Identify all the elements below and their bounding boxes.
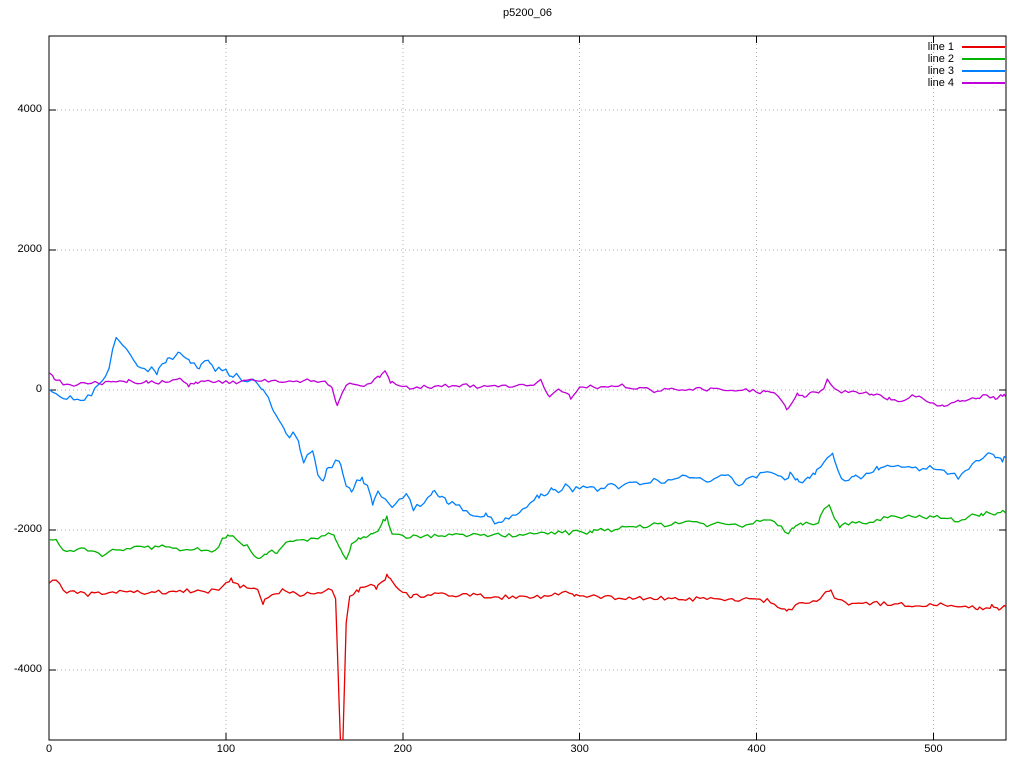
legend-label: line 3 [927,65,954,77]
legend-label: line 1 [927,41,954,53]
legend-entry: line 1 [928,41,1005,53]
x-tick-label: 200 [393,743,412,755]
legend-entry: line 4 [928,77,1005,89]
x-tick-label: 500 [924,743,943,755]
y-tick-label: -4000 [13,663,42,676]
y-tick-label: 0 [35,383,42,396]
x-tick-label: 100 [216,743,236,755]
y-tick-label: -2000 [13,523,42,536]
x-tick-label: 400 [747,743,766,755]
legend-entry: line 2 [928,53,1005,65]
x-tick-label: 300 [570,743,589,755]
y-tick-label: 2000 [17,243,42,256]
series-line-4 [49,370,1006,411]
legend-line-sample [962,82,1005,84]
plot-border [48,35,1007,741]
legend-label: line 4 [927,77,954,89]
x-tick-label: 0 [45,743,53,755]
legend-entry: line 3 [928,65,1005,77]
y-tick-label: 4000 [17,103,42,116]
series-line-1 [49,573,1006,740]
legend-label: line 2 [927,53,954,65]
legend-line-sample [962,70,1005,72]
series-line-3 [49,336,1006,525]
legend-line-sample [962,58,1005,60]
legend-line-sample [962,46,1005,48]
chart-title: p5200_06 [503,7,552,19]
series-line-2 [49,504,1006,560]
legend: line 1 line 2 line 3 line 4 [928,41,1005,89]
